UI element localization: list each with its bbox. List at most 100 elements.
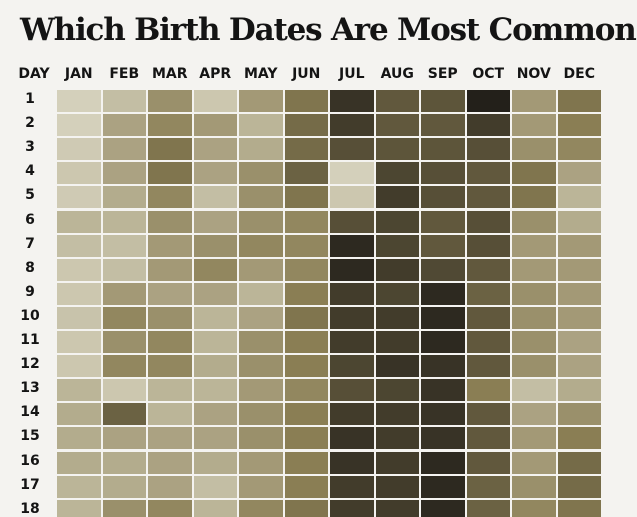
heatmap-cell-jan-6	[57, 210, 101, 233]
heatmap-cell-jul-7	[330, 234, 374, 257]
heatmap-cell-nov-3	[512, 138, 556, 161]
heatmap-cell-oct-10	[466, 306, 510, 329]
row-label-day-17: 17	[20, 476, 40, 493]
heatmap-cell-jan-17	[57, 475, 101, 498]
heatmap-cell-aug-2	[375, 114, 419, 137]
heatmap-cell-dec-16	[557, 451, 601, 474]
heatmap-cell-may-3	[239, 138, 283, 161]
heatmap-cell-oct-1	[466, 90, 510, 113]
heatmap-cell-nov-12	[512, 355, 556, 378]
heatmap-cell-feb-6	[102, 210, 146, 233]
heatmap-cell-sep-13	[421, 379, 465, 402]
heatmap-cell-apr-11	[193, 331, 237, 354]
row-label-day-11: 11	[20, 332, 40, 348]
heatmap-cell-apr-17	[193, 475, 237, 498]
heatmap-cell-jun-6	[284, 210, 328, 233]
heatmap-cell-mar-4	[148, 162, 192, 185]
heatmap-cell-mar-15	[148, 427, 192, 450]
heatmap-cell-aug-13	[375, 379, 419, 402]
heatmap-cell-dec-18	[557, 499, 601, 517]
heatmap-cell-may-4	[239, 162, 283, 185]
heatmap-cell-feb-3	[102, 138, 146, 161]
column-header-aug: AUG	[380, 66, 414, 82]
heatmap-cell-aug-6	[375, 210, 419, 233]
heatmap-cell-nov-2	[512, 114, 556, 137]
heatmap-cell-apr-16	[193, 451, 237, 474]
heatmap-cell-feb-15	[102, 427, 146, 450]
heatmap-cell-dec-5	[557, 186, 601, 209]
heatmap-cell-aug-17	[375, 475, 419, 498]
heatmap-cell-dec-9	[557, 282, 601, 305]
heatmap-cell-apr-10	[193, 306, 237, 329]
row-label-day-5: 5	[25, 187, 35, 204]
column-header-oct: OCT	[472, 66, 505, 82]
heatmap-cell-sep-8	[421, 258, 465, 281]
heatmap-cell-dec-15	[557, 427, 601, 450]
heatmap-cell-mar-1	[148, 90, 192, 113]
heatmap-cell-feb-4	[102, 162, 146, 185]
heatmap-cell-aug-5	[375, 186, 419, 209]
heatmap-cell-feb-10	[102, 306, 146, 329]
row-label-day-15: 15	[20, 428, 40, 445]
heatmap-cell-apr-9	[193, 282, 237, 305]
heatmap-cell-dec-6	[557, 210, 601, 233]
heatmap-cell-jan-9	[57, 282, 101, 305]
heatmap-cell-sep-4	[421, 162, 465, 185]
heatmap-cell-jan-14	[57, 403, 101, 426]
heatmap-cell-may-2	[239, 114, 283, 137]
heatmap-cell-nov-8	[512, 258, 556, 281]
heatmap-cell-oct-13	[466, 379, 510, 402]
heatmap-cell-jul-4	[330, 162, 374, 185]
heatmap-cell-oct-15	[466, 427, 510, 450]
heatmap-cell-dec-7	[557, 234, 601, 257]
heatmap-cell-oct-11	[466, 331, 510, 354]
heatmap-cell-feb-7	[102, 234, 146, 257]
heatmap-cell-aug-1	[375, 90, 419, 113]
row-label-day-3: 3	[25, 139, 35, 156]
heatmap-cell-nov-14	[512, 403, 556, 426]
heatmap-cell-nov-6	[512, 210, 556, 233]
heatmap-cell-jan-15	[57, 427, 101, 450]
heatmap-cell-oct-4	[466, 162, 510, 185]
heatmap-cell-oct-7	[466, 234, 510, 257]
row-header-label: DAY	[18, 66, 50, 82]
heatmap-cell-feb-5	[102, 186, 146, 209]
heatmap-cell-may-13	[239, 379, 283, 402]
heatmap-cell-dec-12	[557, 355, 601, 378]
heatmap-cell-nov-10	[512, 306, 556, 329]
row-label-day-9: 9	[25, 283, 35, 300]
heatmap-cell-feb-11	[102, 331, 146, 354]
heatmap-cell-sep-3	[421, 138, 465, 161]
heatmap-cell-jul-5	[330, 186, 374, 209]
heatmap-cell-may-15	[239, 427, 283, 450]
heatmap-cell-sep-15	[421, 427, 465, 450]
heatmap-cell-oct-6	[466, 210, 510, 233]
heatmap-cell-mar-11	[148, 331, 192, 354]
heatmap-cell-apr-3	[193, 138, 237, 161]
heatmap-cell-oct-12	[466, 355, 510, 378]
heatmap-cell-feb-12	[102, 355, 146, 378]
heatmap-cell-apr-18	[193, 499, 237, 517]
heatmap-cell-feb-14	[102, 403, 146, 426]
heatmap-cell-sep-1	[421, 90, 465, 113]
row-label-day-10: 10	[20, 307, 40, 324]
heatmap-cell-mar-5	[148, 186, 192, 209]
heatmap-cell-jul-14	[330, 403, 374, 426]
heatmap-cell-jul-17	[330, 475, 374, 498]
heatmap-cell-jan-3	[57, 138, 101, 161]
column-header-dec: DEC	[563, 66, 595, 82]
row-label-day-7: 7	[25, 235, 35, 252]
heatmap-cell-sep-7	[421, 234, 465, 257]
heatmap-cell-jul-9	[330, 282, 374, 305]
heatmap-cell-jul-18	[330, 499, 374, 517]
heatmap-cell-jun-5	[284, 186, 328, 209]
column-header-jul: JUL	[339, 66, 365, 82]
heatmap-cell-aug-4	[375, 162, 419, 185]
heatmap-cell-jan-11	[57, 331, 101, 354]
heatmap-cell-aug-12	[375, 355, 419, 378]
heatmap-cell-jun-1	[284, 90, 328, 113]
heatmap-cell-jul-15	[330, 427, 374, 450]
heatmap-cell-jan-13	[57, 379, 101, 402]
row-label-day-4: 4	[25, 163, 35, 180]
heatmap-cell-nov-5	[512, 186, 556, 209]
